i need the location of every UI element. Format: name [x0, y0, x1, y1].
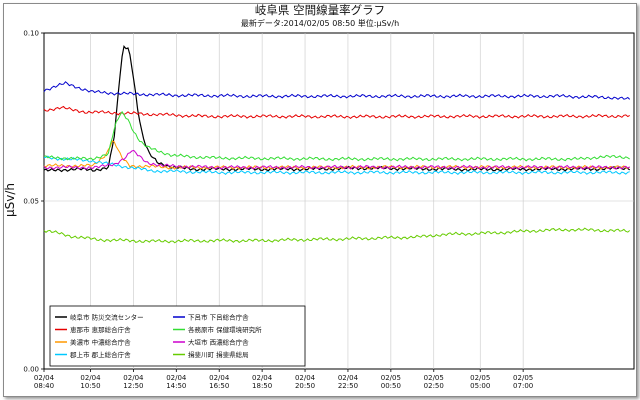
x-tick-date: 02/04: [166, 374, 187, 382]
series-lines: [43, 44, 631, 244]
legend-entry: 大垣市 西濃総合庁舎: [188, 338, 249, 347]
x-tick-date: 02/05: [470, 374, 490, 382]
x-tick-time: 10:50: [80, 382, 100, 390]
y-tick-label: 0.00: [23, 366, 39, 374]
x-tick-time: 02:50: [424, 382, 444, 390]
series-line: [43, 105, 630, 120]
x-tick-time: 12:50: [123, 382, 143, 390]
legend-entry: 下呂市 下呂総合庁舎: [188, 313, 249, 322]
x-tick-time: 18:50: [252, 382, 272, 390]
series-line: [43, 149, 630, 170]
y-axis-label: μSv/h: [3, 183, 17, 217]
chart-subtitle: 最新データ:2014/02/05 08:50 単位:μSv/h: [241, 18, 399, 28]
x-tick-time: 22:50: [338, 382, 358, 390]
x-tick-date: 02/05: [513, 374, 533, 382]
series-line: [43, 110, 630, 162]
x-tick-date: 02/05: [381, 374, 401, 382]
x-tick-time: 14:50: [166, 382, 186, 390]
x-tick-date: 02/04: [338, 374, 359, 382]
x-tick-time: 20:50: [295, 382, 315, 390]
x-tick-time: 00:50: [381, 382, 401, 390]
legend-entry: 恵那市 恵那総合庁舎: [70, 325, 131, 334]
x-tick-date: 02/04: [295, 374, 316, 382]
x-tick-date: 02/04: [209, 374, 230, 382]
series-line: [43, 227, 631, 244]
x-tick-time: 05:00: [470, 382, 490, 390]
y-tick-label: 0.05: [23, 198, 39, 206]
legend-entry: 美濃市 中濃総合庁舎: [70, 338, 131, 347]
x-tick-date: 02/04: [80, 374, 101, 382]
series-line: [43, 155, 630, 175]
legend-entry: 岐阜市 防災交流センター: [70, 313, 144, 322]
x-tick-time: 07:00: [513, 382, 533, 390]
y-tick-label: 0.10: [23, 30, 39, 38]
legend-entry: 郡上市 郡上総合庁舎: [70, 350, 131, 359]
series-line: [43, 81, 631, 100]
axis-ticks: 0.000.050.1002/0408:4002/0410:5002/0412:…: [23, 30, 533, 391]
x-tick-time: 08:40: [34, 382, 54, 390]
legend-entry: 各務原市 保健環境研究所: [188, 325, 262, 334]
chart-title: 岐阜県 空間線量率グラフ: [255, 3, 385, 17]
x-tick-date: 02/04: [123, 374, 144, 382]
x-tick-date: 02/05: [424, 374, 444, 382]
legend-box: [49, 305, 306, 367]
x-tick-date: 02/04: [252, 374, 273, 382]
x-tick-time: 16:50: [209, 382, 229, 390]
legend-entry: 揖斐川町 揖斐県総局: [188, 350, 249, 359]
x-tick-date: 02/04: [34, 374, 55, 382]
